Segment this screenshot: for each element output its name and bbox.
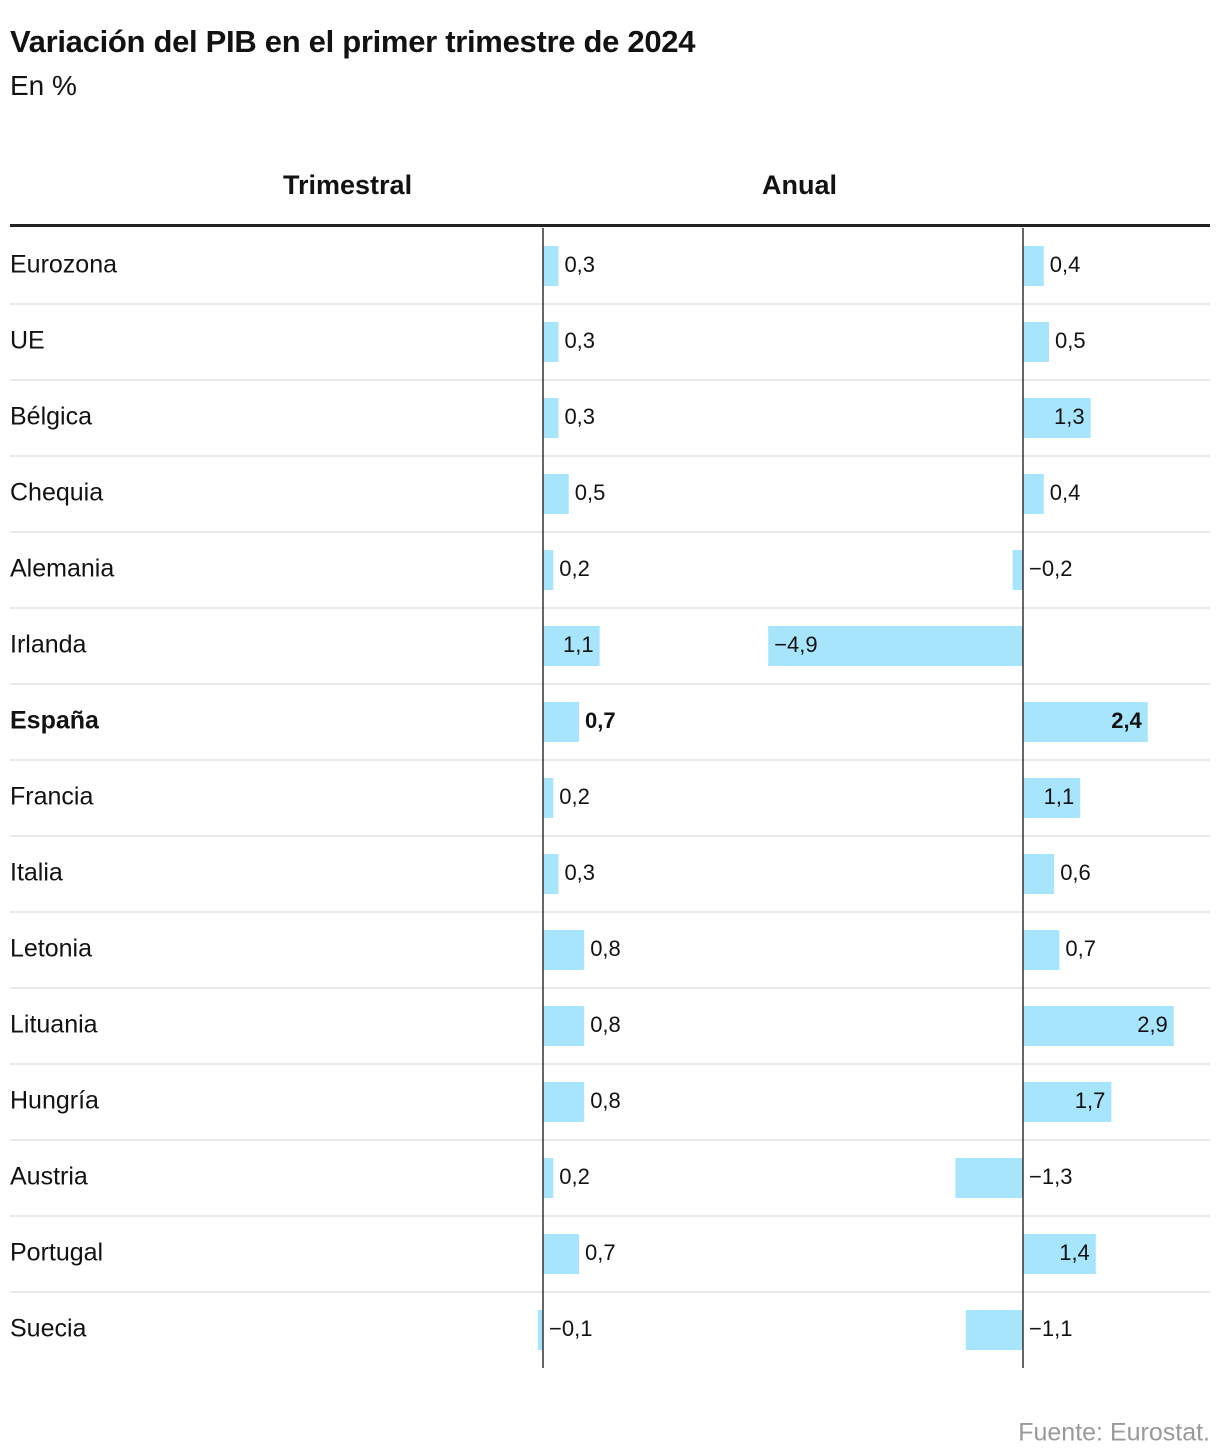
bar-trimestral (543, 778, 554, 818)
column-header-anual: Anual (762, 170, 838, 200)
bar-trimestral (543, 702, 580, 742)
data-label-anual: −4,9 (774, 632, 817, 657)
data-label-trimestral: 0,7 (585, 1240, 616, 1265)
category-label: Letonia (10, 935, 92, 963)
bar-anual (1023, 1006, 1174, 1046)
category-label: Austria (10, 1163, 88, 1191)
category-label: Portugal (10, 1239, 103, 1267)
data-label-anual: 1,3 (1054, 404, 1085, 429)
data-label-anual: −1,1 (1029, 1316, 1072, 1341)
bar-anual (1023, 854, 1055, 894)
category-label: Alemania (10, 555, 114, 583)
bar-anual (965, 1310, 1023, 1350)
data-label-trimestral: 0,2 (559, 556, 590, 581)
data-label-anual: 1,1 (1044, 784, 1075, 809)
bar-anual (955, 1158, 1023, 1198)
bar-anual (1023, 246, 1044, 286)
category-label: Eurozona (10, 251, 117, 279)
category-label: Italia (10, 859, 63, 887)
header-rule (10, 224, 1210, 227)
data-label-trimestral: −0,1 (549, 1316, 592, 1341)
data-label-trimestral: 0,3 (564, 252, 595, 277)
chart-subtitle: En % (10, 70, 77, 101)
bar-anual (1023, 322, 1049, 362)
data-label-trimestral: 0,2 (559, 784, 590, 809)
category-label: UE (10, 327, 45, 355)
category-label: Bélgica (10, 403, 92, 431)
data-label-anual: 0,4 (1050, 252, 1081, 277)
data-label-anual: 0,4 (1050, 480, 1081, 505)
data-label-anual: 1,4 (1059, 1240, 1090, 1265)
bar-trimestral (543, 1006, 585, 1046)
data-label-trimestral: 0,3 (564, 404, 595, 429)
category-label: Francia (10, 783, 93, 811)
data-label-trimestral: 1,1 (563, 632, 594, 657)
data-label-anual: 0,5 (1055, 328, 1086, 353)
bar-trimestral (537, 1310, 543, 1350)
source-note: Fuente: Eurostat. (1018, 1418, 1210, 1447)
data-label-trimestral: 0,2 (559, 1164, 590, 1189)
column-header-trimestral: Trimestral (283, 170, 413, 200)
data-label-anual: 0,6 (1060, 860, 1091, 885)
bar-anual (768, 626, 1023, 666)
data-label-anual: −0,2 (1029, 556, 1072, 581)
data-label-anual: 2,9 (1137, 1012, 1168, 1037)
category-label: Suecia (10, 1315, 87, 1343)
bar-anual (1023, 930, 1060, 970)
data-label-trimestral: 0,8 (590, 1012, 621, 1037)
category-label: Lituania (10, 1011, 98, 1039)
bar-trimestral (543, 322, 559, 362)
data-label-anual: 2,4 (1111, 708, 1142, 733)
data-label-trimestral: 0,3 (564, 860, 595, 885)
data-label-trimestral: 0,5 (575, 480, 606, 505)
bar-trimestral (543, 854, 559, 894)
bar-trimestral (543, 398, 559, 438)
bar-anual (1023, 1234, 1096, 1274)
data-label-anual: −1,3 (1029, 1164, 1072, 1189)
data-label-trimestral: 0,8 (590, 1088, 621, 1113)
bar-trimestral (543, 474, 569, 514)
bar-anual (1012, 550, 1023, 590)
category-label: Chequia (10, 479, 103, 507)
bar-anual (1023, 702, 1148, 742)
category-label: España (10, 707, 100, 735)
data-label-trimestral: 0,3 (564, 328, 595, 353)
bar-trimestral (543, 626, 600, 666)
bar-trimestral (543, 550, 554, 590)
data-label-anual: 1,7 (1075, 1088, 1106, 1113)
bar-trimestral (543, 1158, 554, 1198)
chart-title: Variación del PIB en el primer trimestre… (10, 24, 696, 59)
data-label-trimestral: 0,8 (590, 936, 621, 961)
bar-anual (1023, 1082, 1112, 1122)
bar-anual (1023, 398, 1091, 438)
bar-trimestral (543, 1082, 585, 1122)
bar-trimestral (543, 246, 559, 286)
category-label: Hungría (10, 1087, 99, 1115)
bar-anual (1023, 474, 1044, 514)
data-label-trimestral: 0,7 (585, 708, 616, 733)
bar-trimestral (543, 930, 585, 970)
category-label: Irlanda (10, 631, 87, 659)
bar-trimestral (543, 1234, 580, 1274)
bar-anual (1023, 778, 1081, 818)
data-label-anual: 0,7 (1065, 936, 1096, 961)
